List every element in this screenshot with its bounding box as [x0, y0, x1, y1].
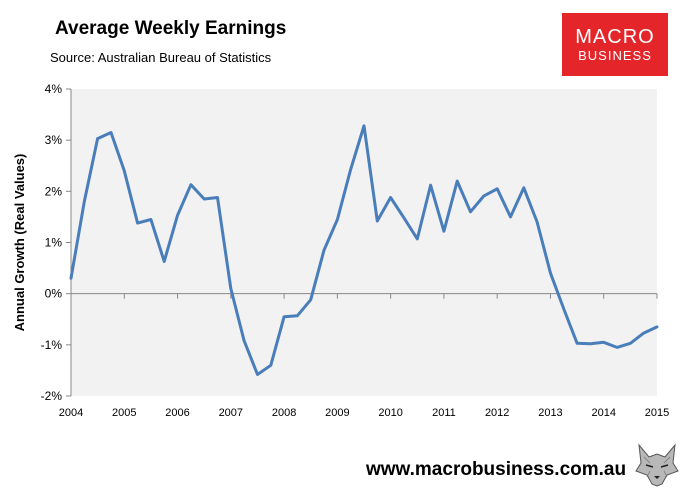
x-tick-label: 2005 — [112, 407, 136, 419]
y-tick-label: 1% — [45, 236, 63, 250]
wolf-icon — [632, 441, 682, 487]
x-tick-label: 2013 — [538, 407, 562, 419]
logo-line-macro: MACRO — [575, 25, 655, 48]
y-tick-label: 4% — [45, 82, 63, 96]
y-tick-label: 0% — [45, 287, 63, 301]
y-tick-label: -1% — [41, 338, 63, 352]
y-tick-label: 3% — [45, 133, 63, 147]
x-tick-label: 2010 — [378, 407, 402, 419]
y-tick-label: -2% — [41, 389, 63, 403]
x-tick-label: 2004 — [59, 407, 83, 419]
x-tick-label: 2014 — [591, 407, 615, 419]
macrobusiness-logo[interactable]: MACRO BUSINESS — [562, 13, 668, 76]
y-axis-title: Annual Growth (Real Values) — [12, 154, 27, 332]
x-tick-label: 2007 — [219, 407, 243, 419]
x-tick-label: 2009 — [325, 407, 349, 419]
x-tick-label: 2012 — [485, 407, 509, 419]
x-tick-label: 2006 — [165, 407, 189, 419]
y-tick-label: 2% — [45, 184, 63, 198]
series-line — [69, 124, 659, 376]
logo-line-business: BUSINESS — [578, 47, 652, 63]
x-tick-label: 2015 — [645, 407, 669, 419]
chart-title: Average Weekly Earnings — [55, 18, 287, 39]
x-tick-label: 2011 — [432, 407, 456, 419]
footer-url[interactable]: www.macrobusiness.com.au — [366, 459, 627, 480]
x-tick-label: 2008 — [272, 407, 296, 419]
chart-subtitle: Source: Australian Bureau of Statistics — [50, 50, 272, 65]
